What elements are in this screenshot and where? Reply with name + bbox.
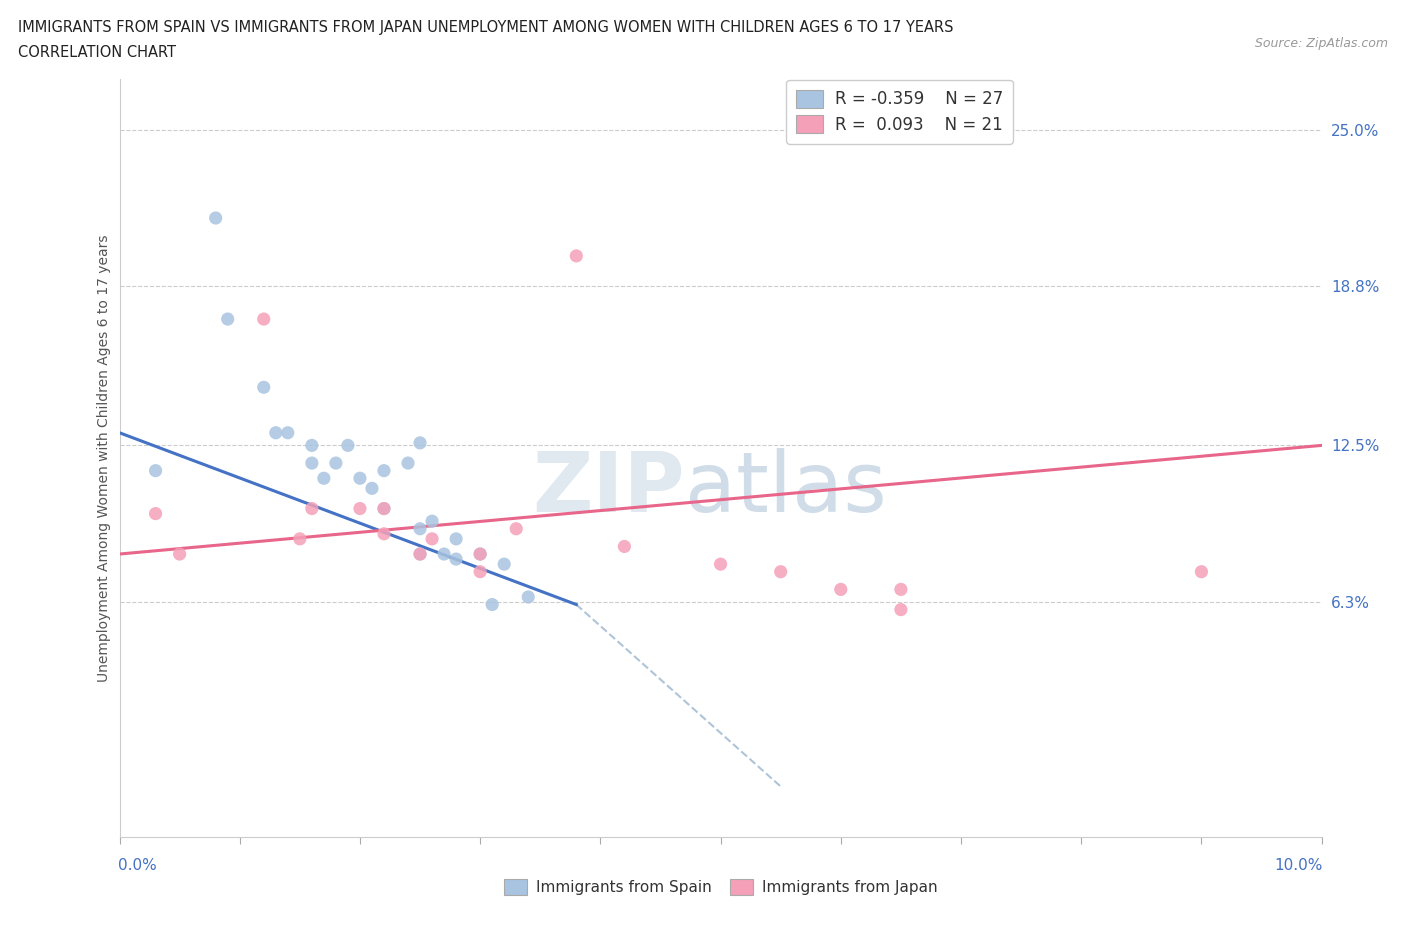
Text: CORRELATION CHART: CORRELATION CHART (18, 45, 176, 60)
Point (409, 547, 432, 562)
Point (204, 210, 226, 225)
Point (709, 557, 731, 572)
Point (517, 590, 540, 604)
Point (409, 522, 432, 537)
Point (301, 456, 323, 471)
Point (373, 463, 395, 478)
Point (613, 539, 636, 554)
Point (373, 501, 395, 516)
Point (468, 547, 492, 562)
Point (505, 522, 527, 537)
Point (336, 438, 359, 453)
Point (253, 312, 276, 326)
Point (301, 438, 323, 453)
Point (468, 565, 492, 579)
Point (890, 582, 912, 597)
Point (444, 551, 467, 566)
Point (349, 471, 371, 485)
Point (468, 547, 492, 562)
Point (420, 513, 443, 528)
Text: ZIP: ZIP (531, 448, 685, 529)
Text: 10.0%: 10.0% (1274, 858, 1323, 873)
Point (217, 312, 239, 326)
Point (890, 603, 912, 618)
Point (420, 531, 443, 546)
Point (409, 435, 432, 450)
Point (301, 501, 323, 516)
Point (373, 501, 395, 516)
Text: 0.0%: 0.0% (118, 858, 157, 873)
Point (145, 506, 167, 521)
Text: Source: ZipAtlas.com: Source: ZipAtlas.com (1254, 37, 1388, 50)
Y-axis label: Unemployment Among Women with Children Ages 6 to 17 years: Unemployment Among Women with Children A… (97, 234, 111, 682)
Point (264, 425, 287, 440)
Point (1189, 565, 1212, 579)
Point (312, 471, 335, 485)
Point (396, 456, 419, 471)
Point (145, 463, 167, 478)
Point (830, 582, 852, 597)
Point (169, 547, 191, 562)
Point (409, 547, 432, 562)
Point (277, 425, 299, 440)
Text: IMMIGRANTS FROM SPAIN VS IMMIGRANTS FROM JAPAN UNEMPLOYMENT AMONG WOMEN WITH CHI: IMMIGRANTS FROM SPAIN VS IMMIGRANTS FROM… (18, 20, 953, 35)
Point (444, 531, 467, 546)
Point (565, 248, 588, 263)
Point (481, 597, 503, 612)
Point (494, 557, 516, 572)
Point (288, 531, 311, 546)
Point (325, 456, 347, 471)
Point (373, 526, 395, 541)
Point (769, 565, 792, 579)
Point (361, 481, 384, 496)
Legend: Immigrants from Spain, Immigrants from Japan: Immigrants from Spain, Immigrants from J… (498, 873, 943, 901)
Text: atlas: atlas (685, 448, 886, 529)
Point (349, 501, 371, 516)
Point (433, 547, 456, 562)
Point (253, 379, 276, 394)
